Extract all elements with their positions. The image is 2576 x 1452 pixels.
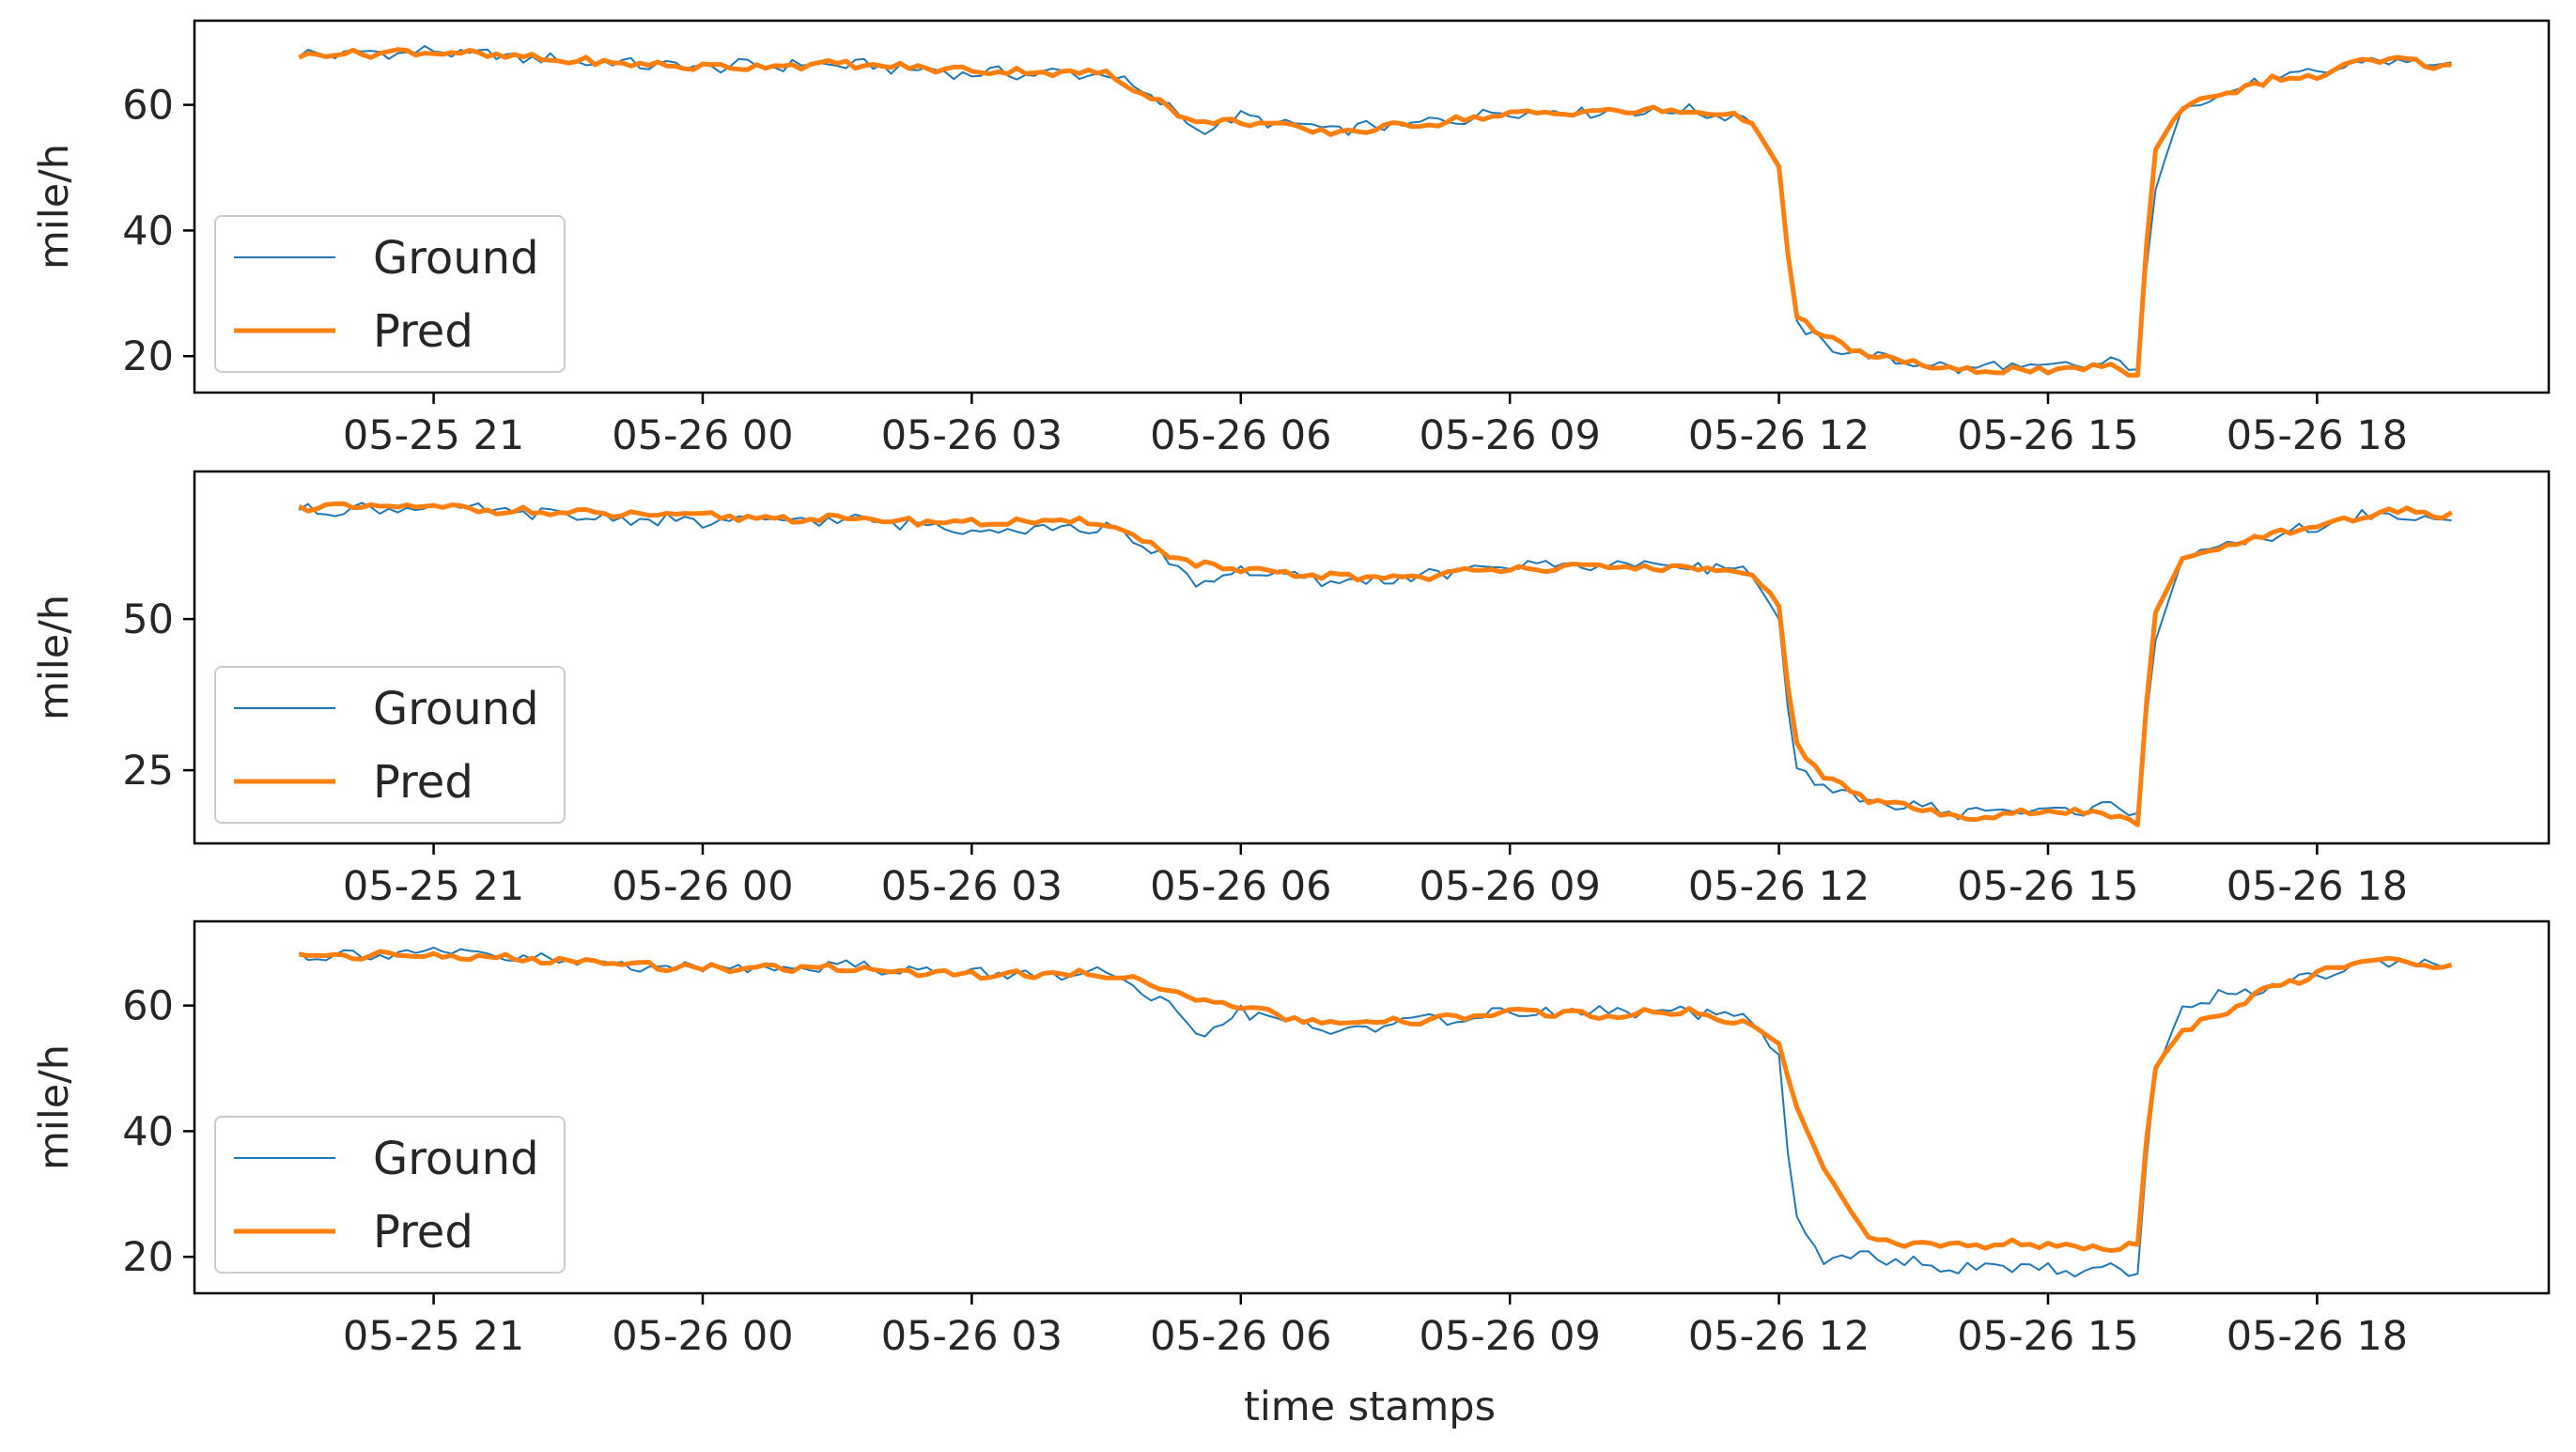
x-tick-label: 05-25 21 xyxy=(343,412,524,459)
axes-frame xyxy=(193,919,2551,1295)
x-tick-label: 05-26 15 xyxy=(1957,412,2138,459)
x-tick-label: 05-26 18 xyxy=(2227,1313,2408,1360)
x-tick-label: 05-26 12 xyxy=(1688,863,1870,910)
x-tick-label: 05-26 12 xyxy=(1688,1313,1870,1360)
x-tick-label: 05-26 06 xyxy=(1150,412,1331,459)
x-axis-label: time stamps xyxy=(1244,1383,1496,1430)
x-tick-label: 05-26 18 xyxy=(2227,863,2408,910)
x-tick-label: 05-26 12 xyxy=(1688,412,1870,459)
legend-label-ground: Ground xyxy=(373,232,539,285)
x-tick-label: 05-26 06 xyxy=(1150,863,1331,910)
x-tick-label: 05-26 18 xyxy=(2227,412,2408,459)
legend-label-pred: Pred xyxy=(373,1206,473,1259)
x-tick-label: 05-26 06 xyxy=(1150,1313,1331,1360)
y-tick-label: 50 xyxy=(122,596,174,643)
y-axis-label: mile/h xyxy=(31,595,78,720)
series-line-pred xyxy=(298,501,2453,827)
legend: Ground Pred xyxy=(214,666,566,824)
x-tick-label: 05-26 00 xyxy=(612,1313,793,1360)
y-axis-label: mile/h xyxy=(31,1044,78,1170)
x-tick-label: 05-26 09 xyxy=(1420,412,1601,459)
x-tick-label: 05-26 03 xyxy=(881,412,1063,459)
legend-label-pred: Pred xyxy=(373,756,473,809)
axes-frame xyxy=(193,19,2551,394)
y-tick-label: 25 xyxy=(122,748,174,795)
legend: Ground Pred xyxy=(214,215,566,373)
series-line-ground xyxy=(298,45,2452,375)
x-tick-label: 05-26 15 xyxy=(1957,863,2138,910)
legend: Ground Pred xyxy=(214,1116,566,1274)
y-tick-label: 60 xyxy=(122,83,174,130)
series-line-ground xyxy=(298,502,2452,821)
y-tick-label: 60 xyxy=(122,983,174,1030)
series-line-pred xyxy=(299,949,2453,1254)
axes-frame xyxy=(193,470,2551,845)
y-tick-label: 20 xyxy=(122,333,174,380)
x-tick-label: 05-26 00 xyxy=(612,412,793,459)
x-tick-label: 05-26 03 xyxy=(881,863,1063,910)
x-tick-label: 05-25 21 xyxy=(343,1313,524,1360)
series-line-pred xyxy=(298,47,2452,378)
x-tick-label: 05-26 15 xyxy=(1957,1313,2138,1360)
legend-label-pred: Pred xyxy=(373,305,473,358)
series-line-ground xyxy=(298,946,2452,1278)
x-tick-label: 05-25 21 xyxy=(343,863,524,910)
x-tick-label: 05-26 00 xyxy=(612,863,793,910)
x-tick-label: 05-26 09 xyxy=(1420,863,1601,910)
y-tick-label: 20 xyxy=(122,1234,174,1281)
x-tick-label: 05-26 09 xyxy=(1420,1313,1601,1360)
legend-label-ground: Ground xyxy=(373,683,539,735)
y-tick-label: 40 xyxy=(122,208,174,255)
y-tick-label: 40 xyxy=(122,1108,174,1155)
legend-label-ground: Ground xyxy=(373,1133,539,1185)
y-axis-label: mile/h xyxy=(31,144,78,270)
panel-2: 25 50 05-25 21 05-26 00 05-26 03 05-26 06 05-2… xyxy=(31,470,2551,910)
panel-1: 20 40 60 05-25 21 05-26 00 05-26 03 05-26 06 05… xyxy=(31,19,2551,459)
panel-3: 20 40 60 05-25 21 05-26 00 05-26 03 05-26 06 05… xyxy=(31,919,2551,1360)
x-tick-label: 05-26 03 xyxy=(881,1313,1063,1360)
